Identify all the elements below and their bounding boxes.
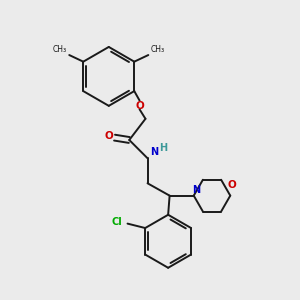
Text: O: O [227,180,236,190]
Text: N: N [150,147,158,157]
Text: CH₃: CH₃ [151,45,165,54]
Text: N: N [192,185,200,195]
Text: H: H [159,143,167,153]
Text: O: O [105,131,114,141]
Text: O: O [135,101,144,111]
Text: CH₃: CH₃ [53,45,67,54]
Text: Cl: Cl [112,217,122,227]
